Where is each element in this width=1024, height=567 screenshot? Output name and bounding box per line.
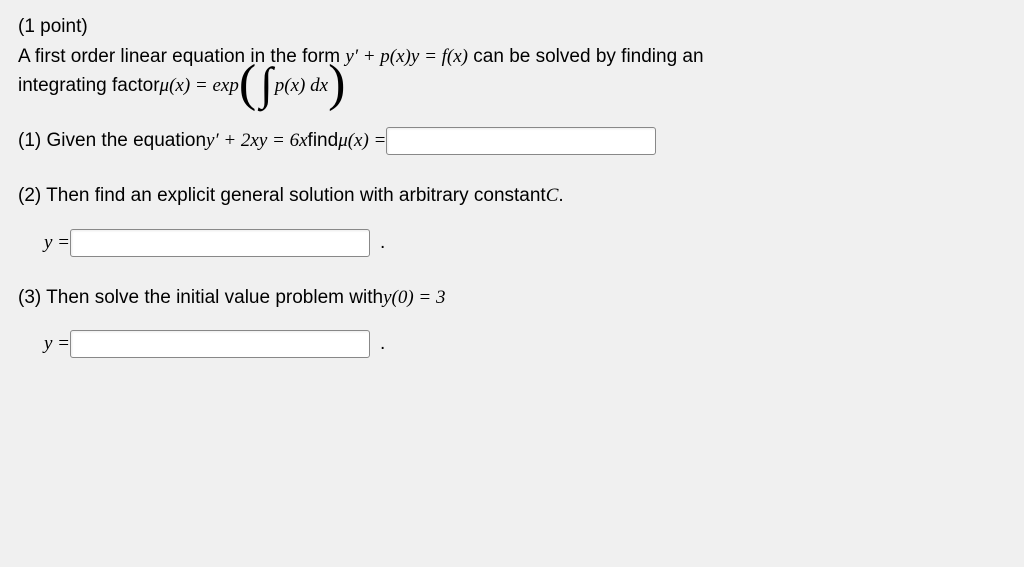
q3-text: (3) Then solve the initial value problem… xyxy=(18,285,383,311)
intro-part2: can be solved by finding an xyxy=(468,46,704,67)
points-label: (1 point) xyxy=(18,14,1006,40)
factor-part1: integrating factor xyxy=(18,73,160,99)
q2-y-label: y = xyxy=(44,230,70,256)
q1-part1: (1) Given the equation xyxy=(18,128,206,154)
question-3-text: (3) Then solve the initial value problem… xyxy=(18,285,1006,311)
q1-answer-input[interactable] xyxy=(386,127,656,155)
q2-constant: C xyxy=(546,183,559,209)
q1-mu-label: μ(x) = xyxy=(338,128,386,154)
q2-answer-input[interactable] xyxy=(70,229,370,257)
integral-group: ∫ p(x) dx xyxy=(256,73,328,99)
q3-y-label: y = xyxy=(44,331,70,357)
integrand: p(x) dx xyxy=(275,73,328,99)
question-3-answer: y = . xyxy=(18,330,1006,358)
question-2-text: (2) Then find an explicit general soluti… xyxy=(18,183,1006,209)
q1-equation: y′ + 2xy = 6x xyxy=(206,128,308,154)
mu-expression: μ(x) = exp xyxy=(160,73,239,99)
question-1: (1) Given the equation y′ + 2xy = 6x fin… xyxy=(18,127,1006,155)
q3-trailing-period: . xyxy=(380,331,385,357)
q2-text: (2) Then find an explicit general soluti… xyxy=(18,183,546,209)
integrating-factor-line: integrating factor μ(x) = exp ( ∫ p(x) d… xyxy=(18,73,1006,99)
intro-equation: y′ + p(x)y = f(x) xyxy=(345,46,468,67)
q2-period: . xyxy=(558,183,563,209)
q3-answer-input[interactable] xyxy=(70,330,370,358)
q1-part2: find xyxy=(308,128,339,154)
q2-trailing-period: . xyxy=(380,230,385,256)
q3-initial-value: y(0) = 3 xyxy=(383,285,445,311)
intro-part1: A first order linear equation in the for… xyxy=(18,46,345,67)
intro-text: A first order linear equation in the for… xyxy=(18,44,1006,70)
question-2-answer: y = . xyxy=(18,229,1006,257)
